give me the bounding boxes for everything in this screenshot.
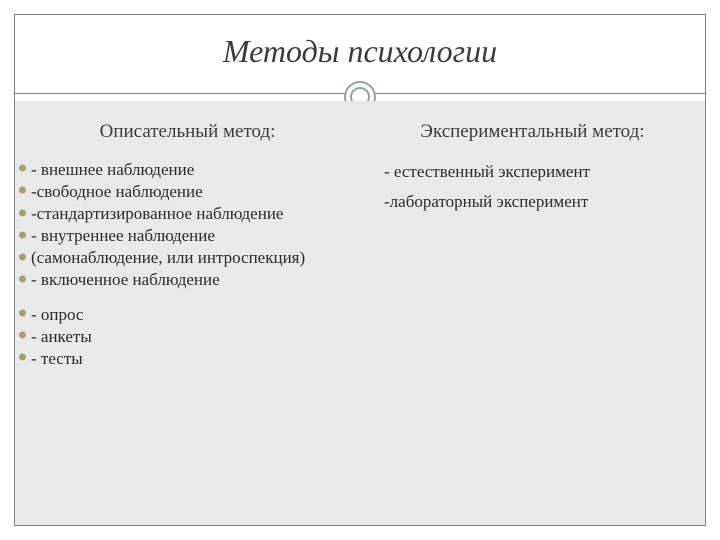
left-column: Описательный метод: - внешнее наблюдение… [15,101,360,525]
list-item: - внешнее наблюдение [19,159,342,181]
slide-frame: Методы психологии Описательный метод: - … [14,14,706,526]
right-body: - естественный эксперимент -лабораторный… [378,159,687,214]
right-column: Экспериментальный метод: - естественный … [360,101,705,525]
left-list: - внешнее наблюдение -свободное наблюден… [33,159,342,370]
columns-container: Описательный метод: - внешнее наблюдение… [15,101,705,525]
list-item: -лабораторный эксперимент [384,189,687,215]
title-area: Методы психологии [15,15,705,82]
list-item: - опрос [19,304,342,326]
list-item: - внутреннее наблюдение [19,225,342,247]
list-item: -стандартизированное наблюдение [19,203,342,225]
list-item: - тесты [19,348,342,370]
list-spacer [33,292,342,304]
right-subtitle: Экспериментальный метод: [378,121,687,143]
list-item: - анкеты [19,326,342,348]
list-item: - включенное наблюдение [19,269,342,291]
left-subtitle: Описательный метод: [33,121,342,143]
list-item: - естественный эксперимент [384,159,687,185]
list-item: (самонаблюдение, или интроспекция) [19,247,342,269]
list-item: -свободное наблюдение [19,181,342,203]
page-title: Методы психологии [15,33,705,70]
